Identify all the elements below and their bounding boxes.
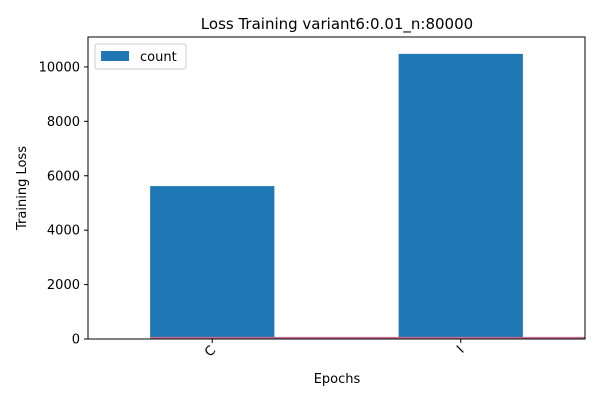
- y-tick-label: 2000: [47, 278, 80, 293]
- bar-C: [150, 186, 275, 339]
- x-tick-label-I: I: [454, 343, 467, 356]
- legend: count: [94, 43, 187, 70]
- y-axis-label: Training Loss: [15, 146, 30, 231]
- legend-box: [94, 43, 187, 70]
- y-tick-label: 0: [72, 333, 80, 348]
- y-tick-label: 8000: [47, 115, 80, 130]
- bars-layer: [150, 53, 523, 339]
- x-tick-label-C: C: [202, 343, 219, 360]
- chart-title: Loss Training variant6:0.01_n:80000: [201, 15, 473, 34]
- bar-I: [398, 53, 523, 339]
- y-tick-label: 6000: [47, 169, 80, 184]
- plot-frame: [87, 36, 586, 340]
- x-axis-label: Epochs: [314, 372, 361, 387]
- legend-swatch-count: [101, 51, 129, 61]
- y-tick-label: 10000: [39, 60, 80, 75]
- y-tick-label: 4000: [47, 224, 80, 239]
- y-axis-ticks: 0 2000 4000 6000 8000 10000: [39, 60, 88, 348]
- legend-label-count: count: [140, 50, 177, 65]
